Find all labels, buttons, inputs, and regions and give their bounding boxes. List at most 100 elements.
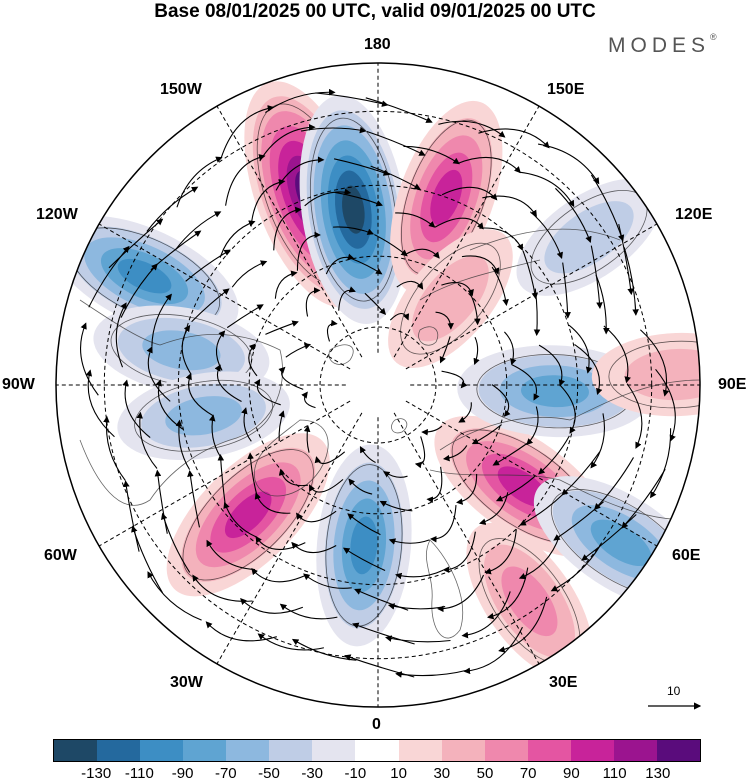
wind-streamline: [347, 513, 381, 536]
wind-streamline: [334, 191, 383, 207]
wind-streamline: [354, 588, 409, 611]
wind-streamline: [439, 336, 451, 364]
colorbar-cell: [398, 740, 442, 761]
wind-streamline: [296, 231, 321, 271]
wind-streamline: [396, 280, 424, 290]
wind-streamline: [217, 453, 226, 505]
wind-streamline: [438, 120, 506, 138]
wind-streamline: [88, 245, 130, 308]
wind-streamline: [581, 514, 637, 561]
wind-streamline: [498, 596, 548, 653]
lon-label-60e: 60E: [672, 547, 701, 564]
wind-streamline: [274, 270, 298, 299]
wind-streamline: [442, 531, 476, 574]
wind-streamline: [265, 320, 299, 335]
wind-streamline: [503, 331, 517, 366]
wind-streamline: [223, 501, 258, 538]
anomaly-circulation: [182, 449, 314, 581]
wind-streamline: [225, 154, 266, 206]
colorbar-cell: [312, 740, 356, 761]
wind-streamline: [122, 379, 151, 438]
wind-streamline: [309, 478, 344, 493]
wind-streamline: [278, 468, 308, 487]
colorbar-tick-label: 110: [602, 765, 627, 782]
wind-streamline: [296, 510, 337, 523]
anomaly-center: [166, 433, 330, 597]
north-america-coast: [79, 299, 283, 506]
wind-streamline: [305, 287, 321, 317]
wind-streamline: [461, 591, 511, 639]
wind-streamline: [208, 414, 221, 458]
wind-streamline: [279, 603, 338, 620]
wind-streamline: [574, 344, 603, 396]
wind-streamline: [151, 293, 172, 347]
wind-streamline: [146, 186, 199, 232]
meridian-line: [216, 412, 363, 665]
wind-streamline: [301, 126, 367, 134]
map-title: Base 08/01/2025 00 UTC, valid 09/01/2025…: [154, 1, 596, 22]
wind-streamline: [482, 195, 537, 217]
wind-streamline: [314, 451, 346, 464]
wind-streamline: [478, 128, 550, 149]
wind-streamline: [492, 441, 530, 466]
wind-streamline: [473, 336, 480, 366]
wind-streamline: [388, 538, 430, 545]
wind-streamline: [374, 234, 408, 257]
colorbar-cell: [355, 740, 399, 761]
wind-streamline: [442, 445, 468, 462]
colorbar-tick-label: -130: [81, 765, 112, 782]
colorbar-cell: [484, 740, 528, 761]
colorbar-tick-label: -50: [258, 765, 280, 782]
colorbar-cell: [183, 740, 227, 761]
wind-streamline: [175, 419, 191, 470]
wind-streamline: [370, 165, 421, 190]
wind-streamline: [326, 319, 338, 342]
wind-streamline: [214, 364, 242, 403]
meridian-line: [216, 105, 363, 358]
scandinavia-coast: [426, 539, 464, 639]
wind-streamline: [333, 158, 391, 176]
wind-streamline: [220, 105, 275, 159]
wind-streamline: [414, 436, 426, 469]
wind-streamline: [456, 473, 478, 505]
wind-streamline: [131, 525, 164, 594]
wind-streamline: [146, 346, 171, 402]
wind-streamline: [471, 424, 502, 445]
wind-streamline: [435, 311, 454, 330]
wind-streamline: [550, 545, 601, 592]
wind-streamline: [120, 263, 158, 318]
anomaly-center: [388, 229, 513, 369]
colorbar-tick-label: 70: [519, 765, 537, 782]
lon-label-180: 180: [364, 36, 391, 53]
wind-streamline: [526, 406, 539, 446]
wind-streamline: [522, 250, 539, 300]
wind-streamline: [561, 451, 601, 496]
wind-streamline: [555, 187, 592, 244]
wind-streamline: [421, 425, 443, 436]
wind-streamline: [457, 157, 521, 174]
wind-streamline: [568, 324, 593, 374]
colorbar-tick-label: -110: [124, 765, 154, 782]
lon-label-120w: 120W: [36, 206, 78, 223]
wind-streamline: [352, 622, 415, 645]
wind-streamline: [511, 364, 540, 401]
wind-streamline: [519, 171, 575, 208]
wind-streamline: [176, 156, 223, 208]
colorbar-cell: [527, 740, 571, 761]
colorbar-tick-label: 90: [563, 765, 580, 782]
colorbar-cell: [441, 740, 485, 761]
wind-streamline: [365, 97, 433, 123]
wind-streamline: [273, 206, 302, 251]
wind-streamline: [621, 468, 666, 529]
colorbar: [53, 739, 701, 762]
lon-label-90w: 90W: [2, 376, 35, 393]
wind-streamline: [593, 457, 634, 511]
colorbar-cell: [140, 740, 184, 761]
wind-streamline: [344, 654, 415, 678]
streamline-layer: [79, 88, 676, 678]
colorbar-cell: [226, 740, 270, 761]
wind-streamline: [285, 343, 312, 358]
wind-streamline: [379, 500, 413, 512]
wind-streamline: [479, 227, 523, 251]
wind-streamline: [161, 512, 191, 573]
